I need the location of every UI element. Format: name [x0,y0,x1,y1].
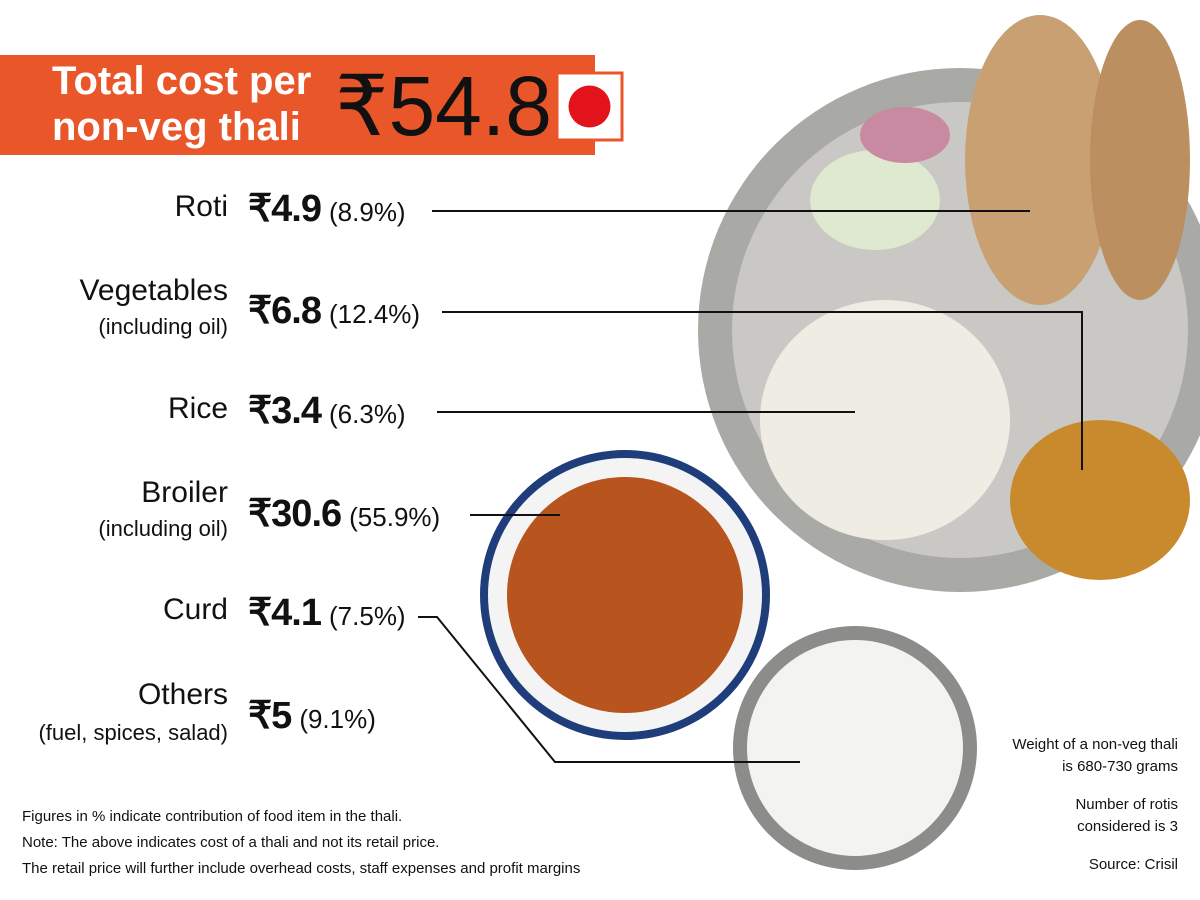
item-value: ₹3.4 (6.3%) [248,388,406,433]
side-note-line: Source: Crisil [1088,856,1178,873]
item-note: (fuel, spices, salad) [38,720,228,745]
cost: ₹4.1 [248,592,322,634]
leader-line [418,616,800,763]
share: (9.1%) [299,704,376,734]
share: (8.9%) [329,197,406,227]
rice [760,300,1010,540]
item-name: Curd [162,593,228,626]
share: (55.9%) [349,502,441,532]
footnote: Note: The above indicates cost of a thal… [22,834,440,851]
item-value: ₹4.1 (7.5%) [248,590,406,635]
item-name: Roti [174,190,228,223]
side-note: Number of rotis considered is 3 [1075,794,1178,838]
footnote: Figures in % indicate contribution of fo… [22,808,403,825]
header-band [0,55,595,155]
title-line: non-veg thali [52,105,301,149]
onion [860,107,950,163]
side-note-line: Weight of a non-veg thali [1012,736,1178,753]
cost: ₹3.4 [248,390,322,432]
cost: ₹30.6 [248,493,342,535]
side-note: Weight of a non-veg thali is 680-730 gram… [1012,734,1178,778]
item-value: ₹6.8 (12.4%) [248,288,420,333]
item-name: Others [137,678,228,711]
curd [747,640,963,856]
item-name: Vegetables [79,274,228,307]
cost: ₹5 [248,695,292,737]
item-value: ₹5 (9.1%) [248,693,376,738]
title: Total cost per non-veg thali [52,58,311,150]
vegetables [1010,420,1190,580]
item-value: ₹30.6 (55.9%) [248,491,440,536]
curry [507,477,743,713]
roti [965,15,1115,305]
title-line: Total cost per [52,59,312,103]
item-note: (including oil) [98,516,228,541]
share: (6.3%) [329,399,406,429]
leader-line [442,311,1083,470]
roti [1090,20,1190,300]
side-note-line: Number of rotis [1075,796,1178,813]
share: (12.4%) [329,299,421,329]
salad [810,150,940,250]
share: (7.5%) [329,601,406,631]
side-note-line: is 680-730 grams [1062,758,1178,775]
item-note: (including oil) [98,314,228,339]
cost: ₹6.8 [248,290,322,332]
side-note-line: considered is 3 [1077,818,1178,835]
item-name: Broiler [141,476,228,509]
item-value: ₹4.9 (8.9%) [248,186,406,231]
cost: ₹4.9 [248,188,322,230]
total: ₹54.8 [335,59,552,153]
item-name: Rice [167,392,228,425]
side-note: Source: Crisil [1089,854,1178,876]
nonveg-dot [568,85,611,128]
footnote: The retail price will further include ov… [22,860,581,877]
